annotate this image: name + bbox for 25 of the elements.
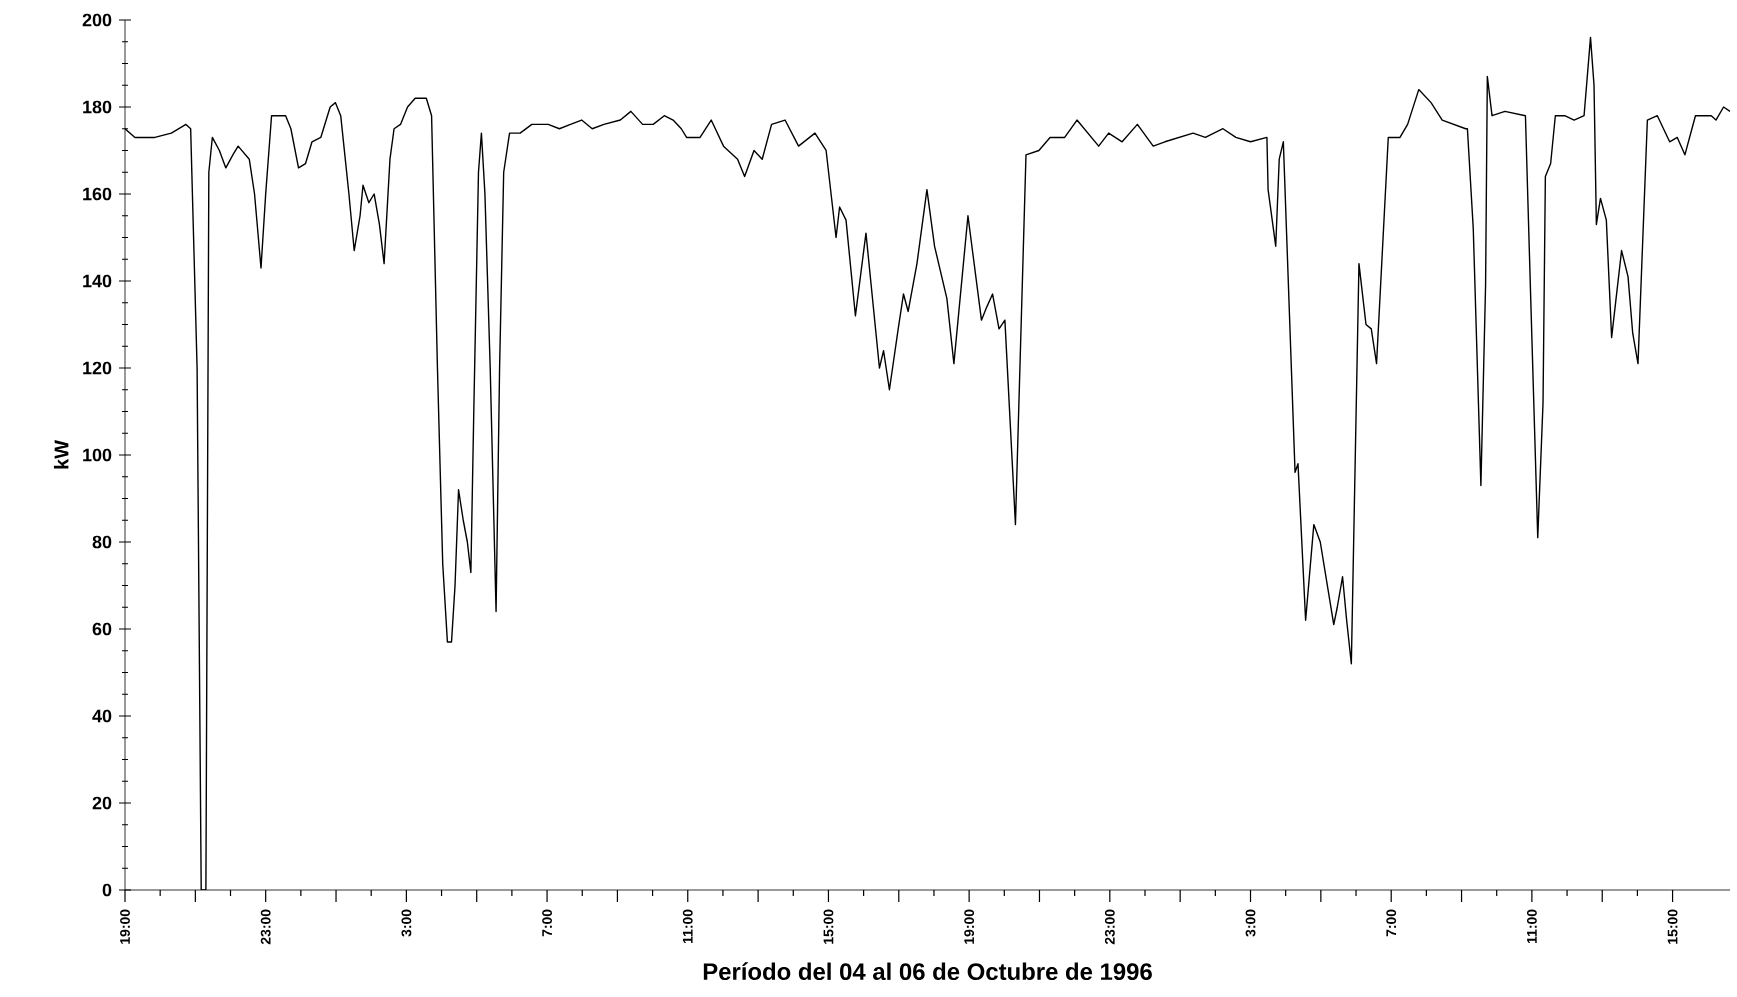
x-tick-label: 15:00 [1667,909,1678,944]
x-tick-label: 3:00 [1245,909,1256,937]
x-tick-label: 7:00 [542,909,552,937]
y-axis-title: kW [53,440,69,469]
y-tick-label: 20 [92,796,112,810]
x-tick-label: 11:00 [1526,909,1537,944]
x-tick-label: 7:00 [1386,909,1397,937]
y-tick-label: 80 [92,535,112,549]
y-tick-label: 180 [83,100,112,114]
y-tick-label: 0 [102,883,112,897]
y-tick-label: 120 [83,361,112,375]
x-tick-label: 19:00 [964,909,975,944]
y-tick-label: 160 [83,187,112,201]
x-tick-label: 15:00 [823,909,834,944]
x-tick-label: 23:00 [260,909,271,945]
y-tick-label: 200 [82,13,112,27]
x-axis-title: Período del 04 al 06 de Octubre de 1996 [703,962,1152,981]
y-tick-label: 40 [92,709,112,723]
x-tick-label: 19:00 [120,909,130,944]
x-tick-label: 23:00 [1104,909,1115,945]
y-tick-label: 140 [83,274,112,288]
x-tick-label: 11:00 [682,909,693,944]
y-tick-label: 100 [83,448,112,462]
y-tick-label: 60 [92,622,112,636]
x-tick-label: 3:00 [401,909,412,937]
